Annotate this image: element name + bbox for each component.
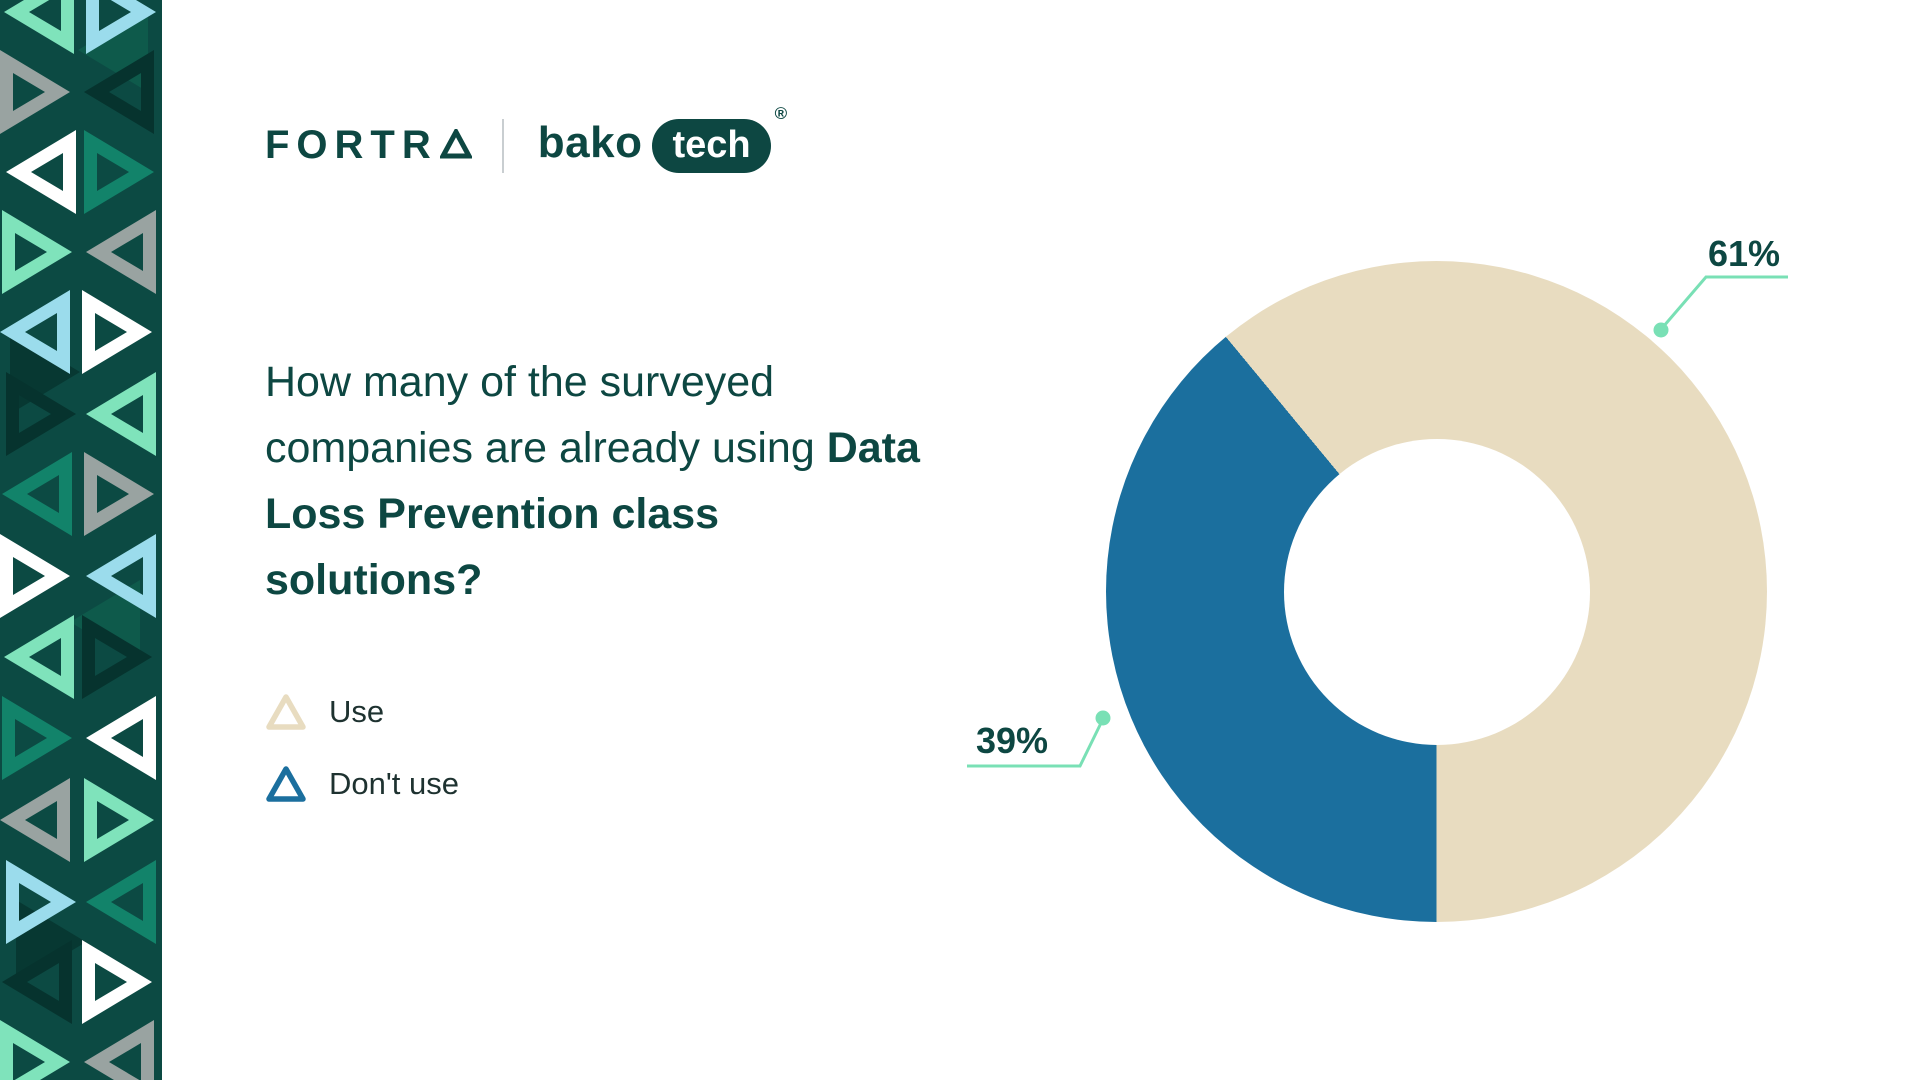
use-triangle-icon <box>266 694 306 730</box>
triangle-pattern-decoration <box>0 0 162 1080</box>
question-bold: Data Loss Prevention class solutions? <box>265 424 920 604</box>
legend-label-dont-use: Don't use <box>329 766 459 801</box>
registered-mark: ® <box>774 104 788 123</box>
legend-item-dont-use: Don't use <box>265 765 459 803</box>
bako-wordmark: bako <box>537 118 643 167</box>
logo-divider <box>501 118 504 173</box>
donut-chart <box>1106 261 1767 922</box>
callout-label-dont-use: 39% <box>976 720 1049 761</box>
donut-hole <box>1283 438 1590 745</box>
use-callout-line <box>1661 275 1788 328</box>
legend-item-use: Use <box>265 693 459 731</box>
callout-label-use: 61% <box>1708 233 1781 274</box>
chart-legend: Use Don't use <box>265 693 459 837</box>
dont-use-callout-dot <box>1095 710 1111 726</box>
use-callout-dot <box>1653 322 1669 338</box>
fortra-wordmark: FORTR <box>265 123 438 167</box>
bakotech-logo: bako tech® <box>537 104 787 173</box>
logo-row: FORTR bako tech® <box>265 104 787 173</box>
fortra-triangle-icon <box>439 129 472 159</box>
tech-badge: tech <box>652 119 771 173</box>
dont-use-triangle-icon <box>266 766 306 802</box>
page-title: How many of the surveyed companies are a… <box>265 349 925 613</box>
legend-label-use: Use <box>329 694 385 729</box>
question-regular: How many of the surveyed companies are a… <box>265 358 827 472</box>
fortra-logo: FORTR <box>265 123 472 168</box>
